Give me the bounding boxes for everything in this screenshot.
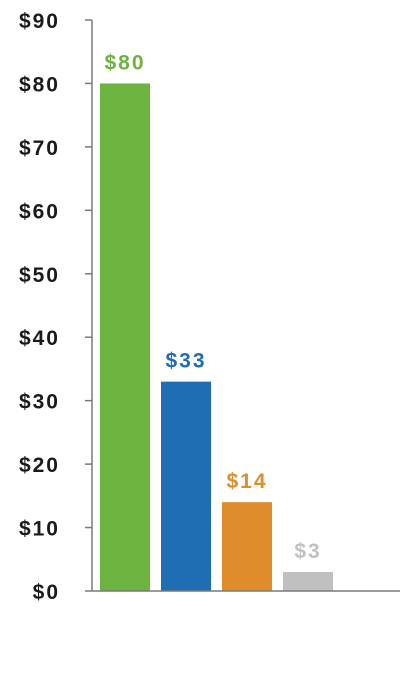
bars (100, 83, 333, 591)
y-tick-label: $10 (19, 518, 60, 541)
y-tick-label: $0 (33, 581, 60, 604)
y-tick-label: $20 (19, 454, 60, 477)
bar (283, 571, 333, 591)
data-labels: $80 $33 $14 $3 (104, 51, 321, 563)
bar (222, 502, 272, 591)
y-tick-label: $80 (19, 73, 60, 96)
bar-value-label: $80 (104, 51, 145, 74)
y-axis: $0 $10 $20 $30 $40 $50 $60 $70 $80 $90 (19, 10, 93, 604)
y-tick-label: $40 (19, 327, 60, 350)
bar (100, 83, 150, 591)
bar (161, 381, 211, 591)
y-tick-label: $70 (19, 137, 60, 160)
y-tick-label: $60 (19, 200, 60, 223)
y-tick-label: $50 (19, 264, 60, 287)
y-tick-label: $90 (19, 10, 60, 33)
bar-value-label: $14 (226, 470, 267, 493)
bar-value-label: $3 (294, 540, 321, 563)
y-tick-label: $30 (19, 391, 60, 414)
bar-value-label: $33 (165, 350, 206, 373)
